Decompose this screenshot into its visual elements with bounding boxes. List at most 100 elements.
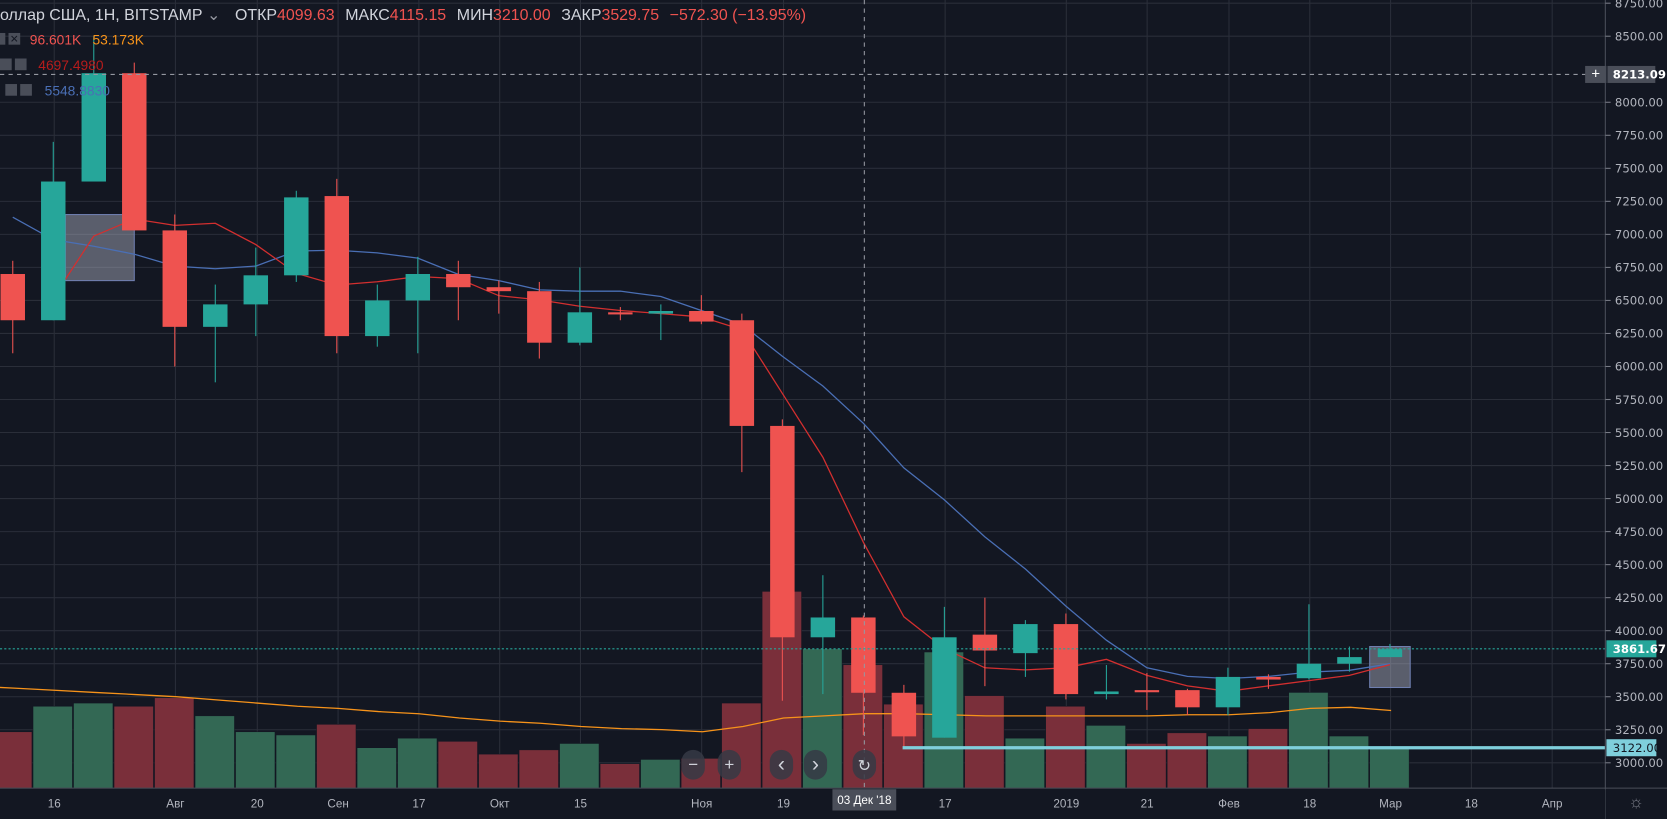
chart-navigation: − + ‹ › ↻ <box>681 749 877 780</box>
candle-body <box>1053 624 1079 695</box>
price-axis[interactable] <box>1606 0 1667 819</box>
zoom-in-button[interactable]: + <box>717 749 742 780</box>
candle-body <box>648 310 674 314</box>
price-tick-label: 8000.00 <box>1615 96 1663 110</box>
candle <box>1337 646 1362 672</box>
time-tick-label: 2019 <box>1053 797 1079 810</box>
candle-body <box>1134 690 1160 693</box>
candle-body <box>486 287 512 292</box>
candle-body <box>365 300 390 337</box>
volume-bar <box>194 715 235 789</box>
candle <box>689 295 714 325</box>
candle <box>1094 665 1119 700</box>
price-tick-label: 7500.00 <box>1615 162 1663 176</box>
volume-ma-value: 53.173K <box>92 32 144 48</box>
close-icon[interactable] <box>8 32 21 45</box>
time-tick-label: Фев <box>1218 797 1240 810</box>
zoom-out-button[interactable]: − <box>681 749 705 780</box>
volume-bar <box>275 734 316 789</box>
reset-icon: ↻ <box>858 758 871 775</box>
close-icon[interactable] <box>20 84 32 96</box>
time-axis[interactable] <box>0 789 1606 819</box>
volume-bar <box>599 763 640 789</box>
candle <box>1134 672 1160 710</box>
time-tick-label: 16 <box>48 797 61 810</box>
price-tick-label: 5000.00 <box>1615 492 1663 506</box>
candle-body <box>162 230 188 327</box>
ma-red-legend: 4697.4980 <box>0 57 104 73</box>
candle <box>1053 613 1079 700</box>
ma-blue-value: 5548.8830 <box>45 83 111 99</box>
candle-body <box>405 274 431 301</box>
candle-body <box>527 291 552 343</box>
candle-body <box>203 304 228 327</box>
volume-value: 96.601K <box>30 32 82 48</box>
time-tick-label: Сен <box>327 797 348 810</box>
settings-gear-icon[interactable]: ☼ <box>1628 792 1644 811</box>
volume-bar <box>73 702 114 789</box>
crosshair-price-badge <box>1607 65 1656 83</box>
candle <box>972 597 998 687</box>
candle <box>1215 667 1241 716</box>
scroll-right-button[interactable]: › <box>803 749 828 780</box>
price-tick-label: 5750.00 <box>1615 393 1663 407</box>
candle-body <box>932 637 957 738</box>
candle-body <box>1175 690 1200 708</box>
price-tick-label: 4750.00 <box>1615 525 1663 539</box>
candle-body <box>243 275 269 305</box>
time-tick-label: 18 <box>1465 797 1478 810</box>
candle <box>608 307 633 321</box>
crosshair-time-badge <box>832 789 897 811</box>
price-tick-label: 6750.00 <box>1615 261 1663 275</box>
volume-legend: ✕ 96.601K 53.173K <box>0 32 145 48</box>
reset-chart-button[interactable]: ↻ <box>852 749 877 780</box>
candle-body <box>1296 663 1322 679</box>
volume-bar <box>1288 692 1329 789</box>
candle <box>1256 674 1281 689</box>
time-tick-label: Апр <box>1542 797 1563 810</box>
candle-body <box>284 197 309 276</box>
price-tick-label: 6500.00 <box>1615 294 1663 308</box>
volume-bar <box>1166 732 1207 789</box>
chevron-left-icon: ‹ <box>778 752 785 776</box>
candle <box>770 419 795 701</box>
symbol-title[interactable]: оллар США, 1Н, BITSTAMP ⌄ <box>0 7 220 24</box>
volume-bar <box>437 741 478 789</box>
time-tick-label: Авг <box>166 797 184 810</box>
plus-icon: + <box>1591 67 1600 83</box>
time-tick-label: 15 <box>574 797 587 810</box>
candle <box>486 280 512 314</box>
ma-blue-legend: 5548.8830 <box>5 83 110 99</box>
settings-icon[interactable] <box>0 32 6 45</box>
crosshair-price-label: 8213.09 <box>1613 68 1666 82</box>
candle <box>81 36 106 182</box>
candle <box>446 260 471 321</box>
plus-icon[interactable] <box>5 84 18 96</box>
candle <box>365 284 390 347</box>
crosshair-time-label: 03 Дек '18 <box>837 794 891 807</box>
volume-bar <box>397 737 438 789</box>
price-tick-label: 7750.00 <box>1615 129 1663 143</box>
price-tick-label: 6250.00 <box>1615 327 1663 341</box>
volume-bar <box>559 743 600 789</box>
price-tick-label: 3500.00 <box>1615 690 1663 704</box>
volume-bar <box>1126 743 1167 789</box>
time-tick-label: Мар <box>1379 797 1402 810</box>
ma-red-value: 4697.4980 <box>38 57 104 73</box>
price-tick-label: 5500.00 <box>1615 426 1663 440</box>
candle-body <box>770 425 795 638</box>
chevron-down-icon: ⌄ <box>203 7 221 24</box>
scroll-left-button[interactable]: ‹ <box>769 749 794 780</box>
close-icon[interactable] <box>14 58 27 71</box>
volume-bar <box>1085 725 1126 789</box>
time-tick-label: 17 <box>412 797 425 810</box>
time-tick-label: 17 <box>939 797 952 810</box>
candle <box>891 684 917 747</box>
crosshair-add-button[interactable] <box>1585 65 1607 83</box>
candle <box>284 190 309 282</box>
volume-bar <box>478 753 519 789</box>
candle-body <box>891 692 917 737</box>
candle-body <box>1377 649 1403 658</box>
plus-icon[interactable] <box>0 58 12 71</box>
